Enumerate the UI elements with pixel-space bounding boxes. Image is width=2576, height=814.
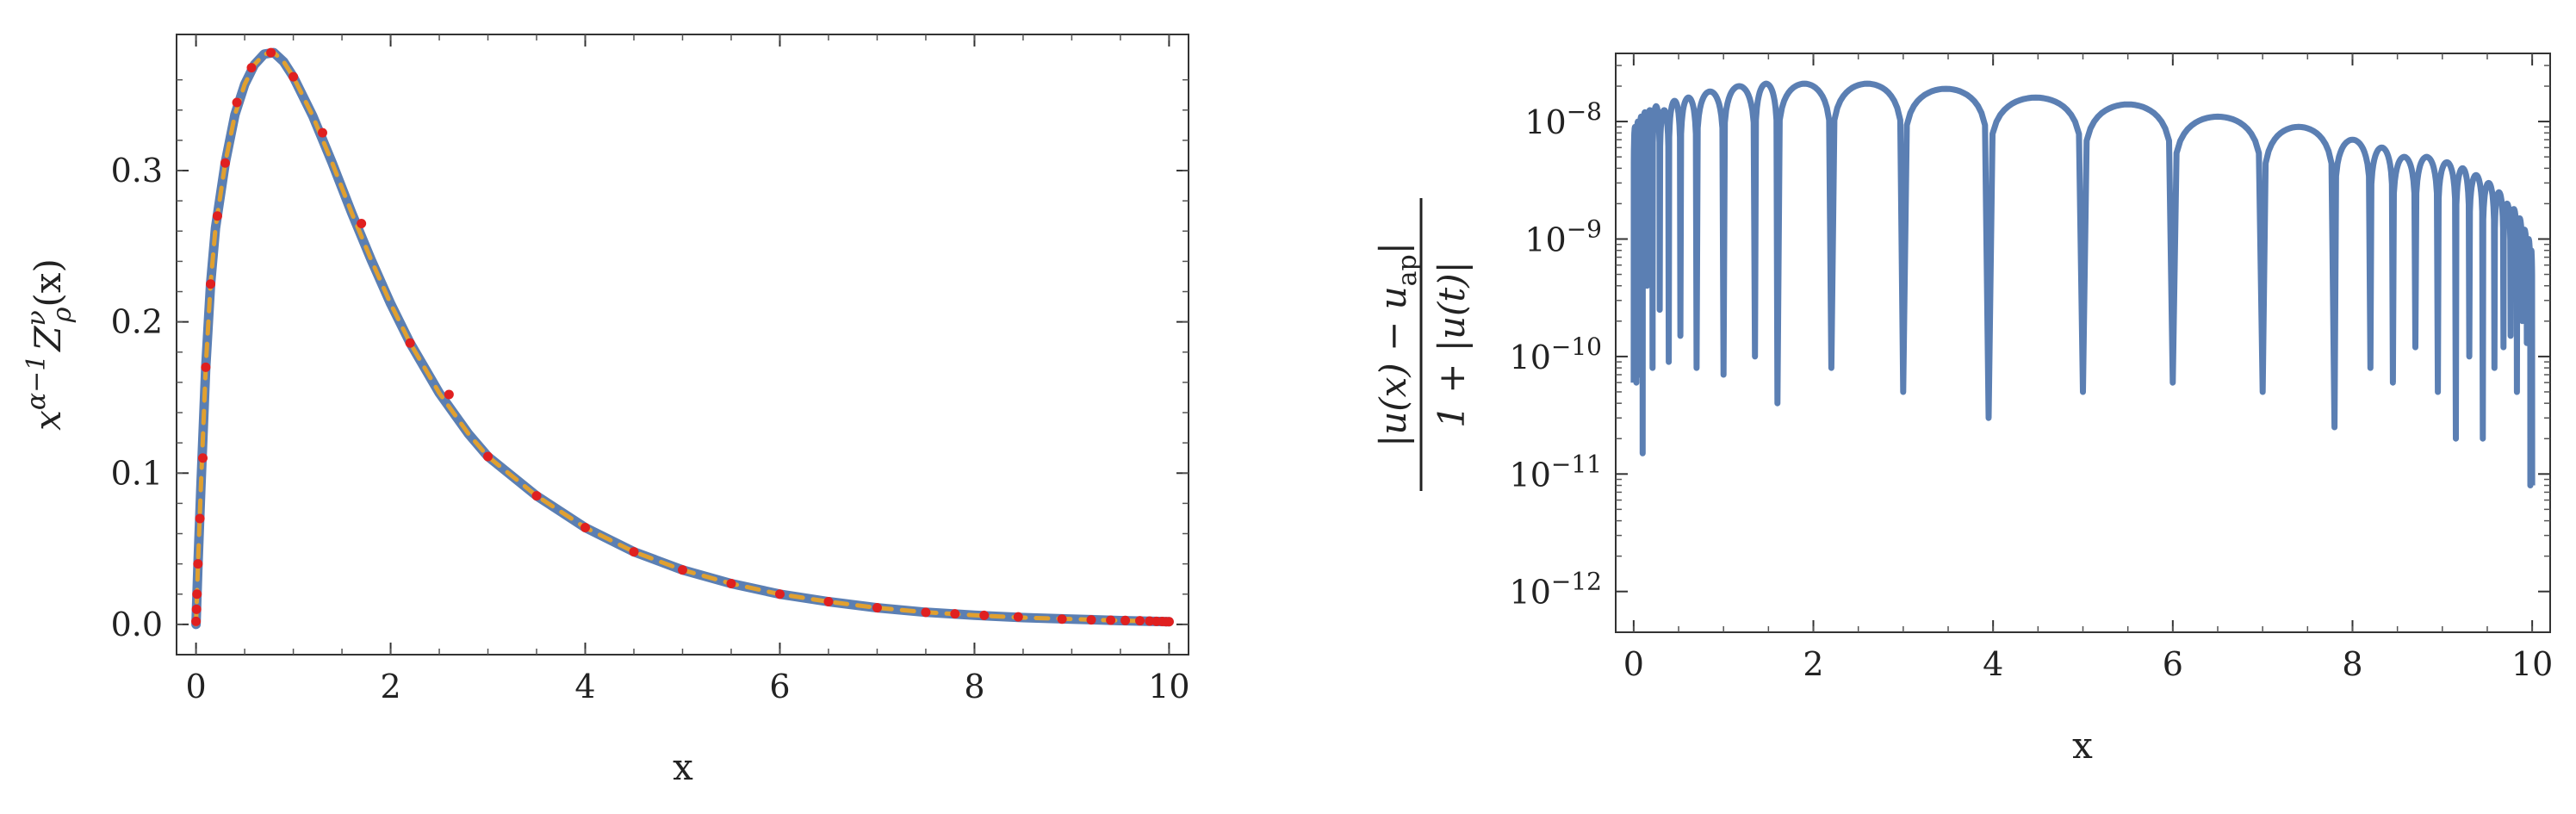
- node-point: [444, 389, 454, 400]
- series-line-approximation: [194, 50, 1171, 627]
- node-point: [678, 565, 687, 575]
- node-point: [198, 453, 208, 463]
- node-point: [1057, 614, 1067, 624]
- node-point: [1086, 615, 1096, 625]
- x-tick-label-right: 4: [1983, 645, 2003, 683]
- node-point: [531, 491, 542, 501]
- node-point: [823, 597, 834, 607]
- y-tick-label-right: 10−12: [1510, 568, 1602, 612]
- node-point: [774, 589, 785, 600]
- node-point: [1120, 615, 1131, 625]
- ylabel-arg: (x): [27, 258, 69, 307]
- svg-text:xα−1Zνρ(x): xα−1Zνρ(x): [22, 258, 78, 431]
- node-point: [726, 578, 736, 588]
- ylabel-fn: Z: [27, 326, 69, 353]
- node-point: [357, 219, 367, 229]
- node-point: [191, 616, 202, 626]
- ylabel-base-sup: α−1: [22, 355, 52, 410]
- node-point: [483, 451, 493, 462]
- node-point: [266, 47, 276, 58]
- left-ticks: 0 2 4 6 8 10 0.0 0.1 0.2 0.3: [111, 34, 1190, 705]
- y-tick-label-left: 0.3: [111, 152, 163, 190]
- node-point: [629, 547, 639, 557]
- node-point: [191, 604, 202, 614]
- node-point: [950, 609, 960, 619]
- node-point: [206, 279, 216, 289]
- y-tick-label-left: 0.0: [111, 606, 163, 643]
- node-point: [1106, 615, 1116, 625]
- ylabel-base: x: [27, 410, 69, 431]
- node-point: [220, 158, 230, 168]
- x-axis-label-left: x: [673, 746, 693, 788]
- x-tick-label-left: 10: [1148, 668, 1189, 705]
- node-point: [921, 607, 931, 618]
- node-point: [192, 589, 202, 600]
- node-point: [1145, 616, 1155, 626]
- y-tick-label-left: 0.1: [111, 454, 163, 492]
- ylabel-numerator: |u(x) − uap|: [1372, 242, 1423, 447]
- y-tick-label-right: 10−11: [1510, 450, 1602, 494]
- ylabel-fn-sub: ρ: [47, 307, 78, 323]
- node-point: [232, 97, 242, 108]
- node-point: [979, 610, 990, 620]
- series-line-exact: [191, 47, 1174, 630]
- node-point: [195, 513, 205, 524]
- chart-left: 0 2 4 6 8 100.00.10.20.3 x xα−1Zνρ(x): [22, 34, 1190, 788]
- y-tick-label-right: 10−9: [1524, 214, 1602, 258]
- y-tick-label-right: 10−8: [1524, 97, 1602, 141]
- x-tick-label-right: 10: [2511, 645, 2553, 683]
- y-tick-label-right: 10−10: [1510, 332, 1602, 376]
- x-tick-label-left: 0: [186, 668, 207, 705]
- node-point: [193, 559, 203, 569]
- y-axis-label-right: |u(x) − uap| 1 + |u(t)|: [1372, 198, 1473, 491]
- y-tick-label-left: 0.2: [111, 303, 163, 341]
- x-tick-label-left: 4: [574, 668, 595, 705]
- ylabel-denominator: 1 + |u(t)|: [1431, 261, 1473, 428]
- node-point: [1135, 616, 1145, 626]
- right-series: [1630, 80, 2536, 488]
- node-point: [405, 338, 415, 348]
- right-ticks: 0 2 4 6 8 10 10−12 10−11 10−10 10−9 10−8: [1510, 53, 2553, 683]
- plot-frame-left: [176, 34, 1189, 656]
- x-tick-label-right: 0: [1623, 645, 1644, 683]
- node-point: [246, 63, 257, 73]
- x-tick-label-left: 2: [380, 668, 400, 705]
- x-axis-label-right: x: [2072, 724, 2093, 767]
- node-point: [1164, 617, 1174, 627]
- chart-right: 0 2 4 6 8 10 10−12 10−11 10−10 10−9 10−8 x |u(x) −…: [1372, 53, 2553, 767]
- node-point: [212, 211, 222, 221]
- x-tick-label-right: 6: [2163, 645, 2183, 683]
- ylabel-fn-sup: ν: [22, 310, 52, 326]
- y-axis-label-left: xα−1Zνρ(x): [22, 258, 78, 431]
- x-tick-label-right: 2: [1803, 645, 1823, 683]
- left-series: [191, 47, 1174, 630]
- node-point: [201, 362, 211, 372]
- node-point: [289, 71, 299, 82]
- node-point: [317, 127, 327, 138]
- series-line-relative-error: [1630, 80, 2536, 488]
- x-tick-label-left: 6: [769, 668, 790, 705]
- x-tick-label-right: 8: [2342, 645, 2362, 683]
- node-point: [1013, 612, 1023, 622]
- x-tick-label-left: 8: [964, 668, 984, 705]
- node-point: [580, 522, 591, 532]
- node-point: [872, 603, 882, 613]
